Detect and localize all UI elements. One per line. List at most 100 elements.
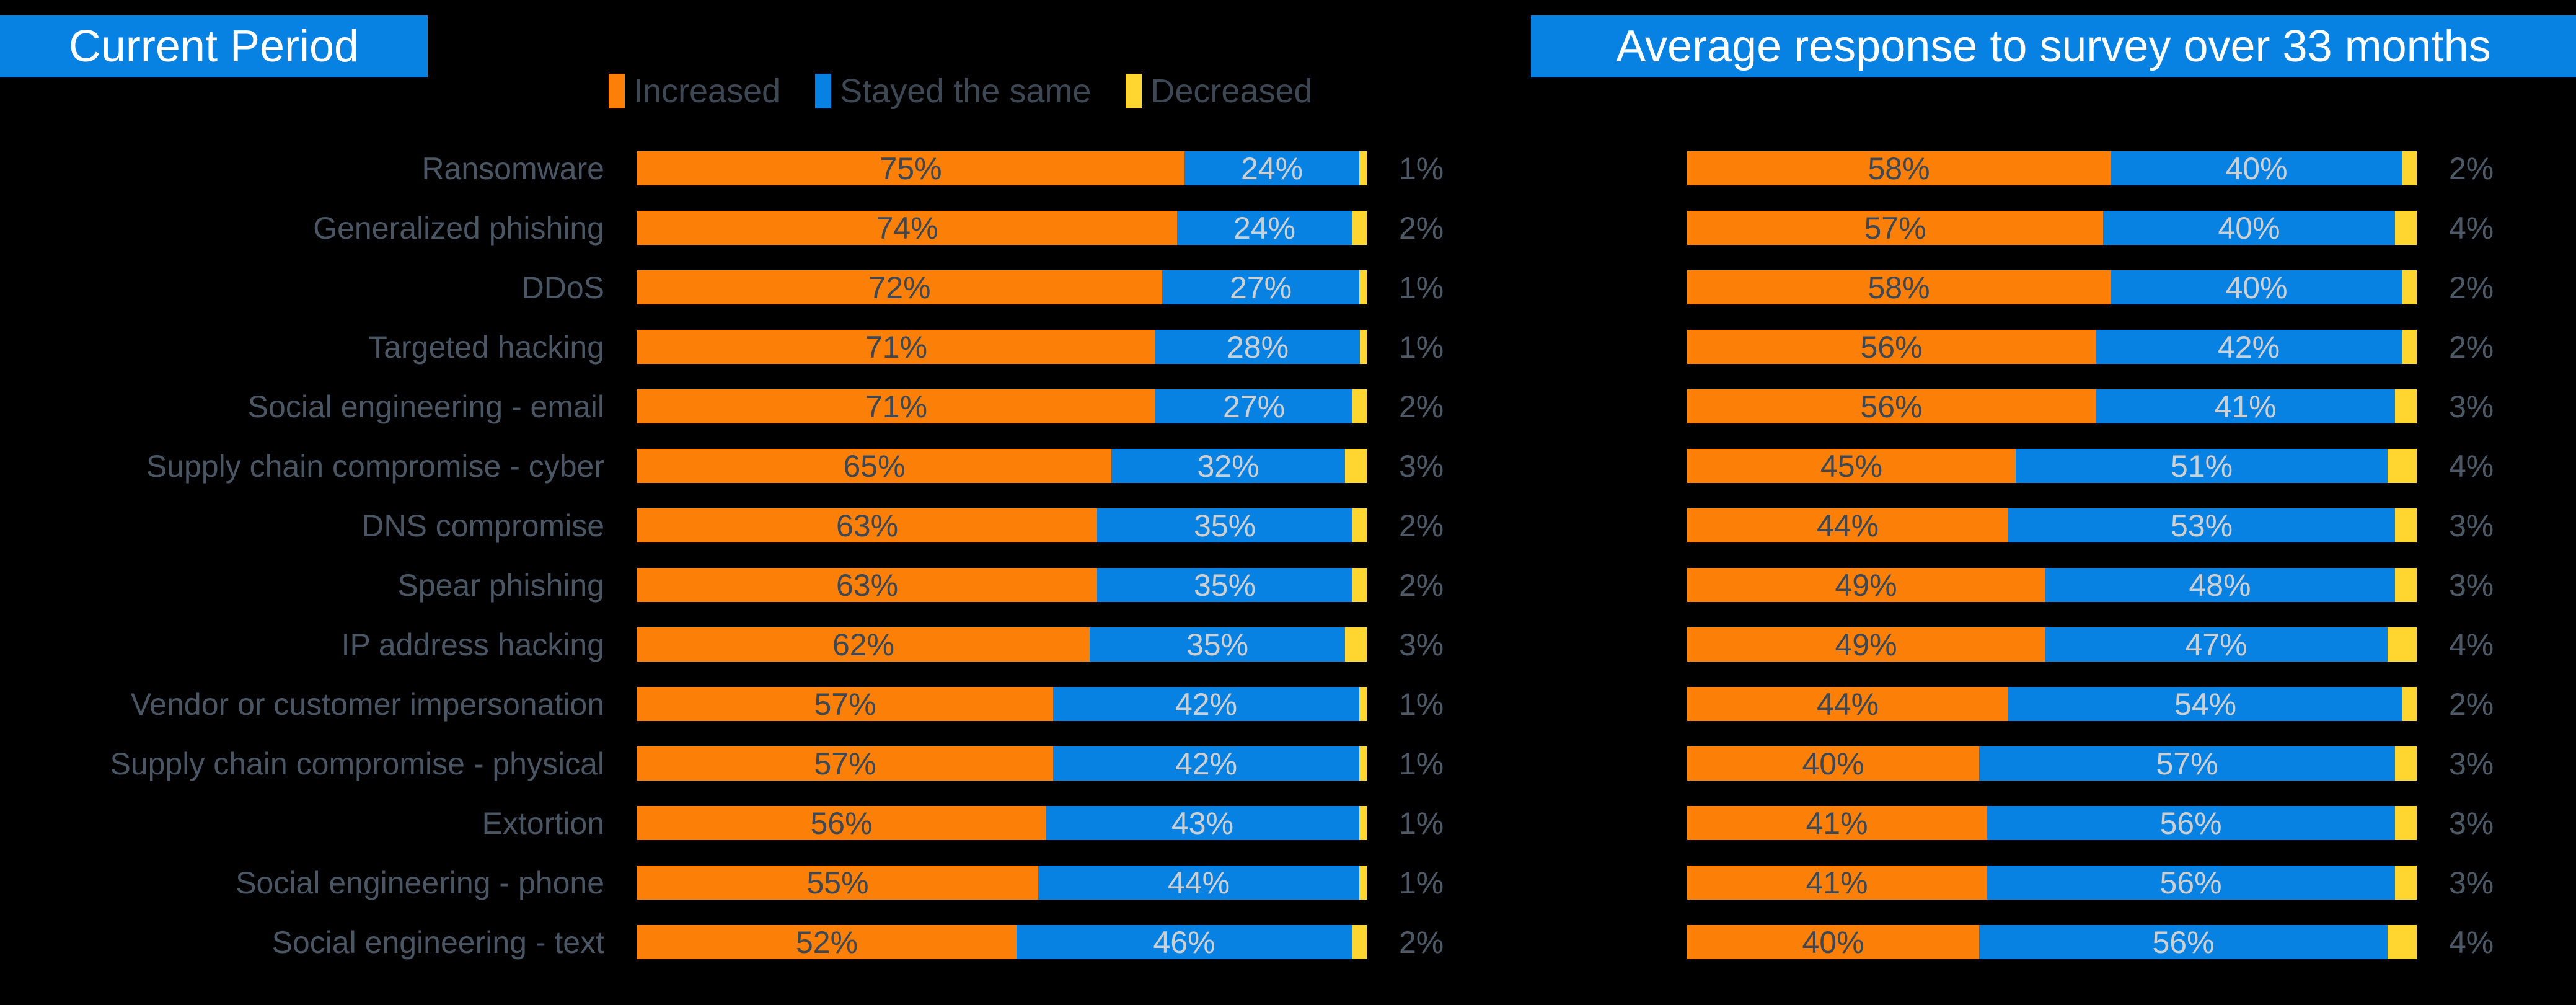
decreased-value-label: 1% xyxy=(1399,151,1444,186)
decreased-value-label: 1% xyxy=(1399,687,1444,722)
category-label: Social engineering - text xyxy=(271,925,604,960)
segment-decreased xyxy=(1352,568,1367,602)
segment-increased: 71% xyxy=(637,330,1155,364)
segment-stayed-the-same: 42% xyxy=(1053,746,1359,781)
decreased-value-label: 4% xyxy=(2449,211,2494,246)
segment-increased: 58% xyxy=(1687,270,2111,304)
category-label: Extortion xyxy=(482,806,604,841)
segment-increased: 40% xyxy=(1687,925,1979,959)
decreased-value-label: 1% xyxy=(1399,330,1444,365)
decreased-value-label: 2% xyxy=(1399,568,1444,603)
legend-label-increased: Increased xyxy=(633,73,781,110)
legend-item-increased: Increased xyxy=(609,72,780,110)
segment-stayed-the-same: 32% xyxy=(1111,449,1345,483)
category-label: Vendor or customer impersonation xyxy=(130,687,604,722)
decreased-value-label: 3% xyxy=(1399,627,1444,662)
segment-stayed-the-same: 44% xyxy=(1038,866,1359,900)
segment-decreased xyxy=(2395,746,2417,781)
decreased-value-label: 1% xyxy=(1399,270,1444,305)
segment-stayed-the-same: 56% xyxy=(1987,866,2395,900)
segment-increased: 57% xyxy=(637,687,1053,721)
category-label: Targeted hacking xyxy=(368,330,604,365)
category-label: Generalized phishing xyxy=(313,211,604,246)
segment-decreased xyxy=(1352,925,1367,959)
segment-stayed-the-same: 51% xyxy=(2016,449,2388,483)
segment-increased: 62% xyxy=(637,627,1090,662)
category-label: Supply chain compromise - physical xyxy=(110,746,604,781)
segment-decreased xyxy=(1359,270,1367,304)
segment-increased: 57% xyxy=(637,746,1053,781)
chart-title-badge-current-period: Current Period xyxy=(0,15,428,77)
decreased-value-label: 2% xyxy=(2449,687,2494,722)
segment-stayed-the-same: 27% xyxy=(1162,270,1359,304)
category-label: Spear phishing xyxy=(397,568,604,603)
segment-increased: 71% xyxy=(637,389,1155,423)
legend: Increased Stayed the same Decreased xyxy=(609,69,1313,113)
segment-increased: 55% xyxy=(637,866,1038,900)
segment-increased: 49% xyxy=(1687,627,2045,662)
decreased-value-label: 3% xyxy=(2449,508,2494,543)
segment-stayed-the-same: 47% xyxy=(2045,627,2388,662)
segment-decreased xyxy=(1345,627,1367,662)
segment-increased: 74% xyxy=(637,211,1177,245)
segment-increased: 44% xyxy=(1687,687,2008,721)
category-label: DNS compromise xyxy=(361,508,604,543)
segment-increased: 63% xyxy=(637,508,1097,542)
segment-stayed-the-same: 40% xyxy=(2111,270,2402,304)
segment-decreased xyxy=(2402,687,2417,721)
segment-decreased xyxy=(2402,151,2417,185)
segment-increased: 56% xyxy=(1687,330,2096,364)
segment-stayed-the-same: 24% xyxy=(1177,211,1352,245)
decreased-value-label: 1% xyxy=(1399,746,1444,781)
segment-stayed-the-same: 42% xyxy=(1053,687,1359,721)
segment-stayed-the-same: 54% xyxy=(2008,687,2402,721)
decreased-value-label: 2% xyxy=(2449,270,2494,305)
segment-stayed-the-same: 35% xyxy=(1090,627,1345,662)
segment-increased: 49% xyxy=(1687,568,2045,602)
segment-increased: 63% xyxy=(637,568,1097,602)
segment-decreased xyxy=(2395,211,2417,245)
decreased-swatch-icon xyxy=(1126,74,1142,108)
chart-title-badge-average-response: Average response to survey over 33 month… xyxy=(1531,15,2576,77)
segment-decreased xyxy=(2388,449,2417,483)
legend-label-decreased: Decreased xyxy=(1150,73,1313,110)
stayed-the-same-swatch-icon xyxy=(815,74,832,108)
segment-stayed-the-same: 40% xyxy=(2111,151,2402,185)
chart-title-right: Average response to survey over 33 month… xyxy=(1616,22,2491,71)
decreased-value-label: 2% xyxy=(1399,508,1444,543)
decreased-value-label: 3% xyxy=(1399,449,1444,484)
legend-label-stayed-the-same: Stayed the same xyxy=(840,73,1092,110)
category-label: DDoS xyxy=(521,270,604,305)
segment-stayed-the-same: 53% xyxy=(2008,508,2395,542)
category-label: IP address hacking xyxy=(341,627,604,662)
segment-decreased xyxy=(2395,389,2417,423)
segment-decreased xyxy=(1359,866,1367,900)
increased-swatch-icon xyxy=(609,74,625,108)
legend-item-stayed-the-same: Stayed the same xyxy=(815,72,1091,110)
segment-decreased xyxy=(2395,508,2417,542)
segment-decreased xyxy=(1352,211,1367,245)
category-label: Ransomware xyxy=(421,151,604,186)
segment-decreased xyxy=(2388,925,2417,959)
segment-increased: 75% xyxy=(637,151,1184,185)
decreased-value-label: 2% xyxy=(1399,925,1444,960)
decreased-value-label: 1% xyxy=(1399,806,1444,841)
segment-decreased xyxy=(2395,866,2417,900)
segment-decreased xyxy=(1352,389,1367,423)
decreased-value-label: 3% xyxy=(2449,866,2494,900)
segment-stayed-the-same: 56% xyxy=(1987,806,2395,840)
decreased-value-label: 4% xyxy=(2449,627,2494,662)
decreased-value-label: 4% xyxy=(2449,925,2494,960)
segment-increased: 52% xyxy=(637,925,1017,959)
segment-decreased xyxy=(2395,568,2417,602)
segment-decreased xyxy=(1359,687,1367,721)
category-label: Social engineering - phone xyxy=(236,866,604,900)
segment-stayed-the-same: 35% xyxy=(1097,568,1352,602)
segment-increased: 40% xyxy=(1687,746,1979,781)
decreased-value-label: 3% xyxy=(2449,746,2494,781)
decreased-value-label: 3% xyxy=(2449,806,2494,841)
segment-stayed-the-same: 40% xyxy=(2103,211,2395,245)
segment-increased: 58% xyxy=(1687,151,2111,185)
segment-increased: 44% xyxy=(1687,508,2008,542)
segment-stayed-the-same: 35% xyxy=(1097,508,1352,542)
